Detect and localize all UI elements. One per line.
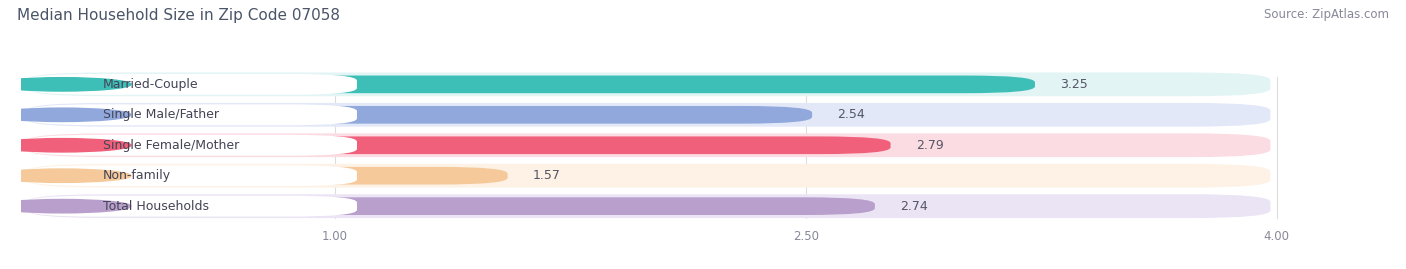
FancyBboxPatch shape — [27, 133, 1271, 157]
Text: Source: ZipAtlas.com: Source: ZipAtlas.com — [1264, 8, 1389, 21]
Text: Single Female/Mother: Single Female/Mother — [103, 139, 239, 152]
Text: Non-family: Non-family — [103, 169, 170, 182]
FancyBboxPatch shape — [27, 136, 890, 154]
FancyBboxPatch shape — [27, 165, 357, 186]
Text: Married-Couple: Married-Couple — [103, 78, 198, 91]
FancyBboxPatch shape — [27, 103, 1271, 127]
FancyBboxPatch shape — [27, 167, 508, 185]
Circle shape — [0, 169, 131, 182]
Circle shape — [0, 200, 131, 213]
FancyBboxPatch shape — [27, 106, 813, 124]
Text: 1.57: 1.57 — [533, 169, 561, 182]
FancyBboxPatch shape — [27, 194, 1271, 218]
Text: Median Household Size in Zip Code 07058: Median Household Size in Zip Code 07058 — [17, 8, 340, 23]
Text: 3.25: 3.25 — [1060, 78, 1088, 91]
Text: 2.74: 2.74 — [900, 200, 928, 213]
FancyBboxPatch shape — [27, 196, 357, 217]
Circle shape — [0, 78, 131, 91]
FancyBboxPatch shape — [27, 76, 1035, 93]
FancyBboxPatch shape — [27, 72, 1271, 96]
Circle shape — [0, 139, 131, 152]
FancyBboxPatch shape — [27, 197, 875, 215]
FancyBboxPatch shape — [27, 104, 357, 125]
Text: 2.79: 2.79 — [915, 139, 943, 152]
Text: 2.54: 2.54 — [837, 108, 865, 121]
FancyBboxPatch shape — [27, 74, 357, 95]
FancyBboxPatch shape — [27, 164, 1271, 187]
Text: Total Households: Total Households — [103, 200, 208, 213]
Text: Single Male/Father: Single Male/Father — [103, 108, 219, 121]
FancyBboxPatch shape — [27, 135, 357, 156]
Circle shape — [0, 108, 131, 122]
